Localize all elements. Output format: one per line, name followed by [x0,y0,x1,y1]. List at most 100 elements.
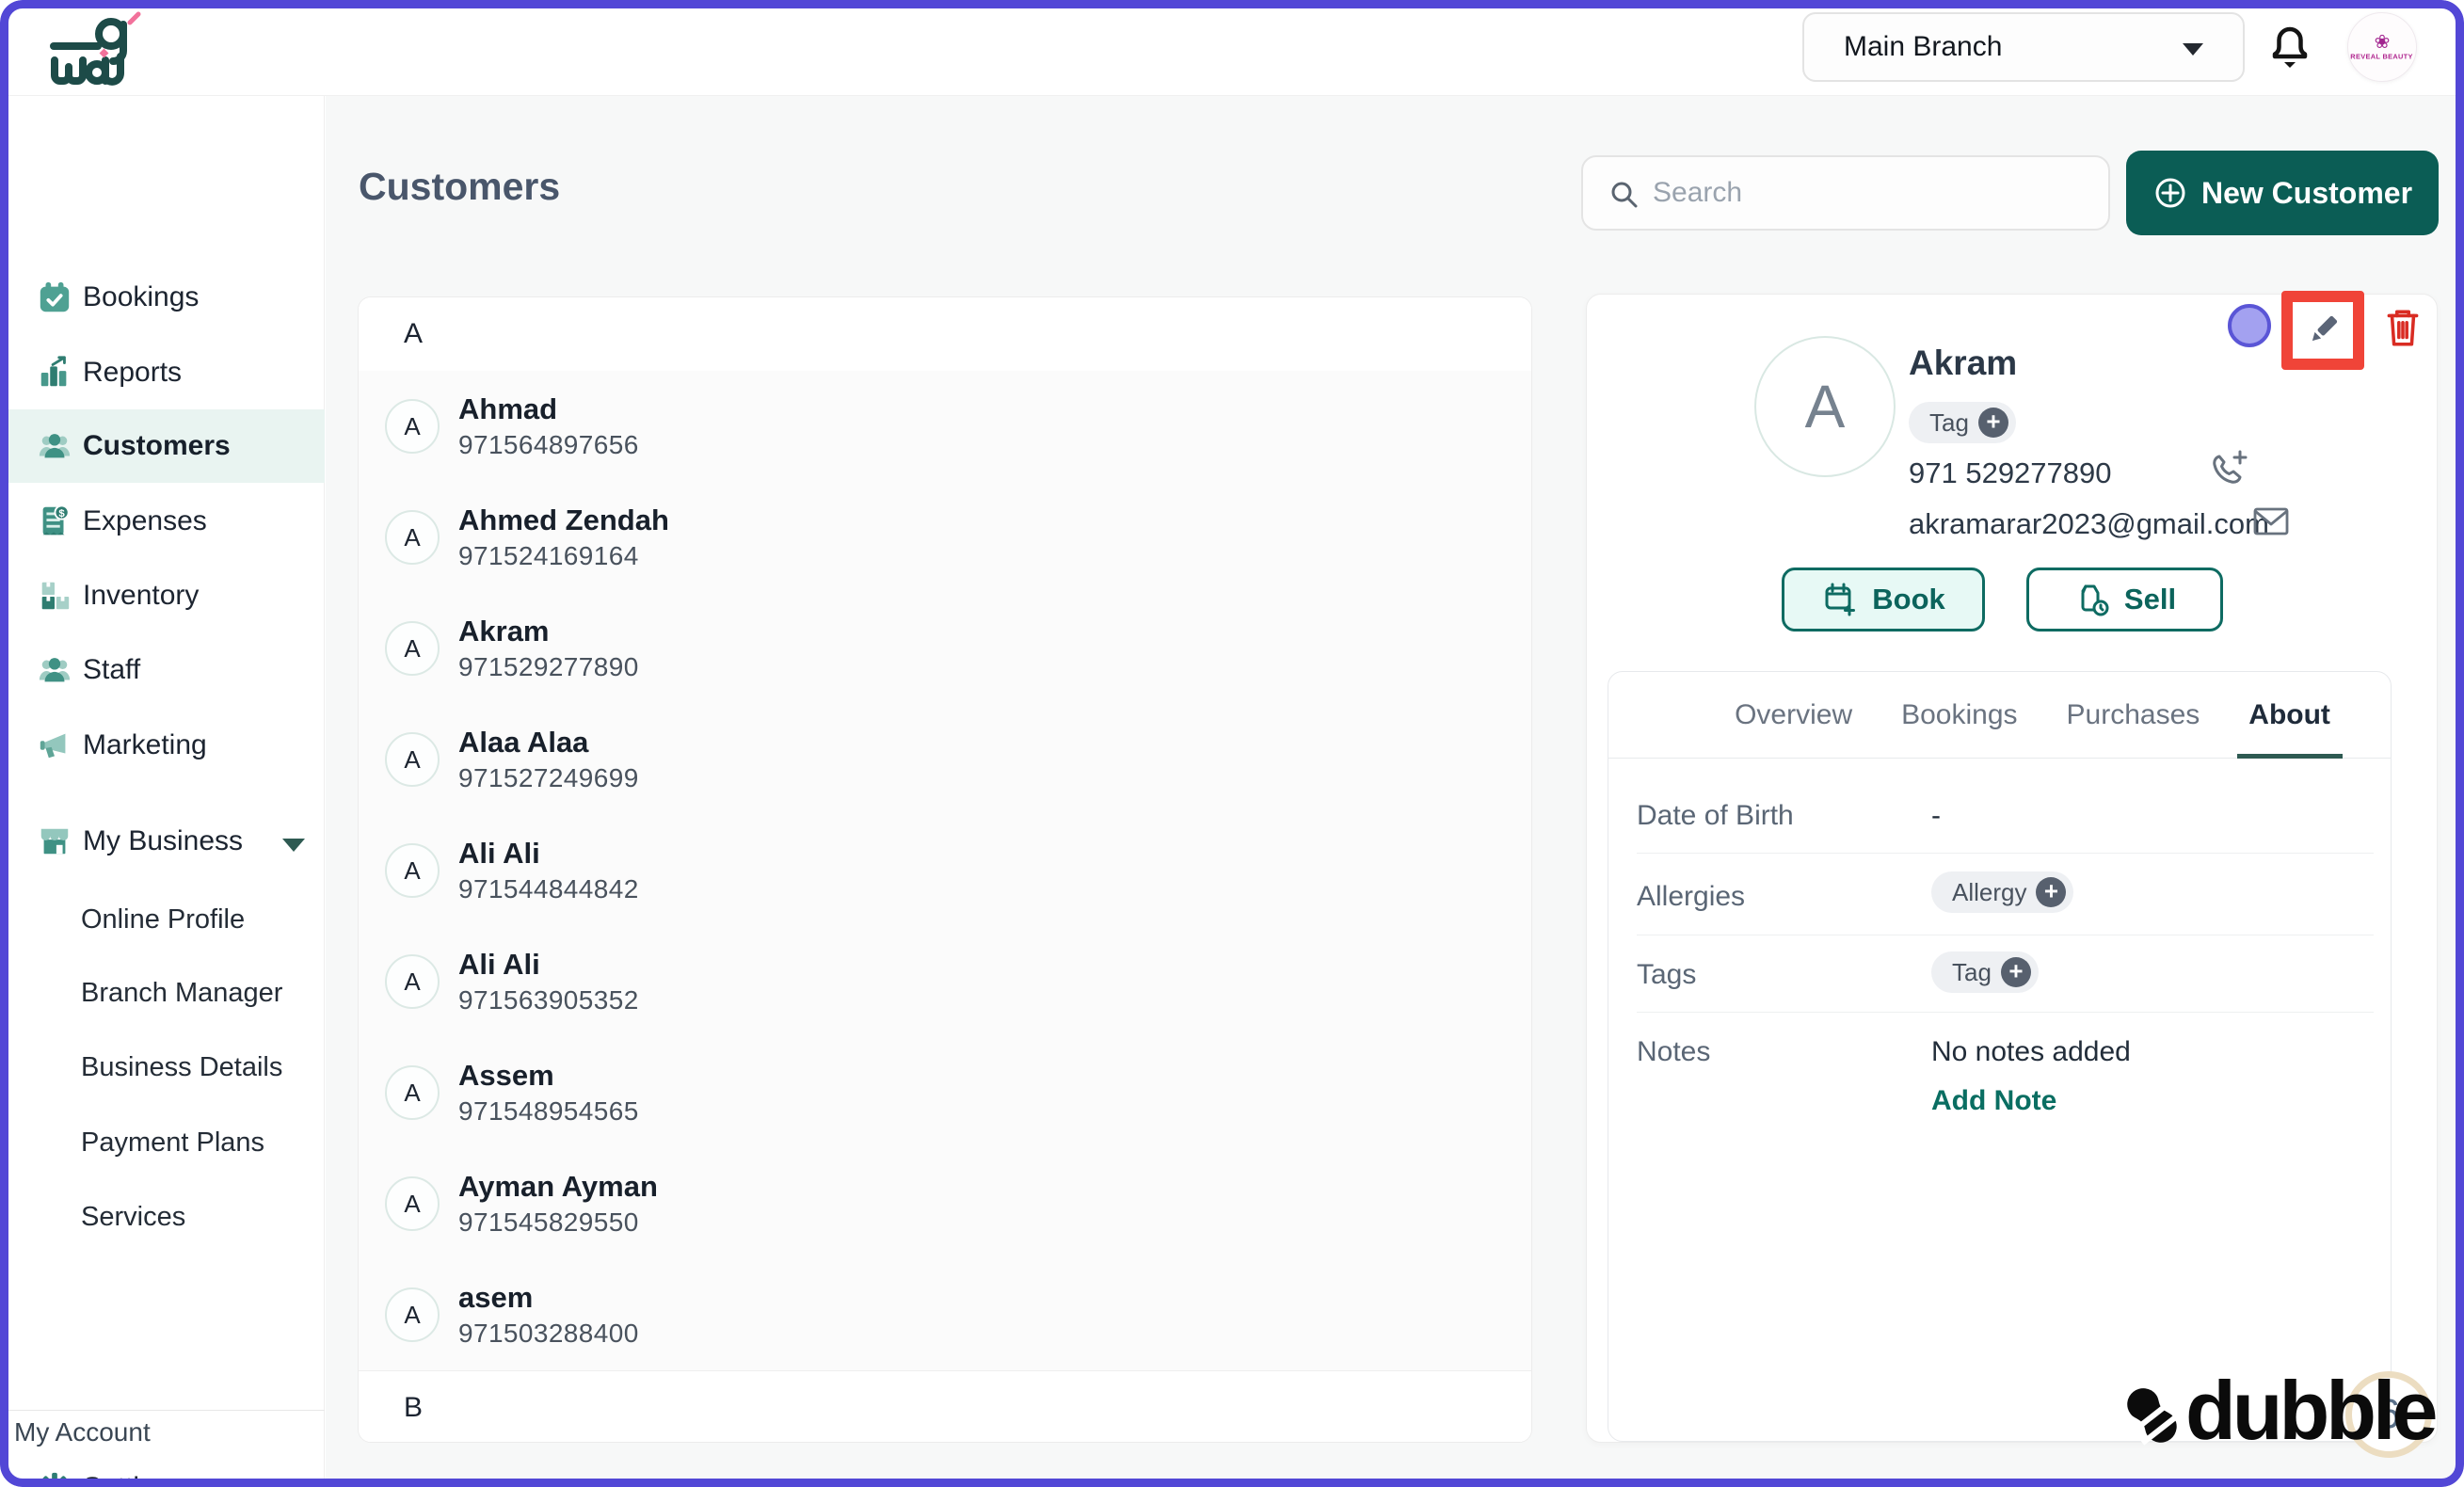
customer-name: Ali Ali [458,837,540,870]
sidebar-subitem-online-profile[interactable]: Online Profile [0,887,325,952]
avatar: A [385,843,440,898]
sidebar-item-label: Bookings [83,281,200,312]
recording-badge: 6 [2345,1371,2432,1458]
avatar-brand-text: REVEAL BEAUTY [2350,52,2414,61]
detail-tabs-card: Overview Bookings Purchases About Date o… [1608,671,2392,1442]
avatar: A [385,732,440,787]
add-tag-chip-row[interactable]: Tag [1931,951,2039,993]
subitem-label: Services [81,1201,186,1232]
customer-detail-panel: A Akram Tag 971 529277890 akramarar2023@… [1586,291,2438,1443]
avatar: A [385,1065,440,1120]
svg-text:$: $ [58,508,65,520]
sidebar-subitem-business-details[interactable]: Business Details [0,1034,325,1100]
tag-chip-label: Tag [1929,408,1969,437]
avatar: A [385,954,440,1009]
sidebar-subitem-services[interactable]: Services [0,1184,325,1250]
sidebar-item-customers[interactable]: Customers [0,409,325,483]
customer-search [1581,155,2110,231]
section-header-a: A [359,297,1531,371]
sidebar-item-reports[interactable]: Reports [0,336,325,409]
field-row-notes: Notes No notes added Add Note [1608,1014,2391,1136]
customer-phone: 971527249699 [458,763,639,792]
customer-row[interactable]: A Akram 971529277890 [359,593,1531,704]
add-allergy-chip[interactable]: Allergy [1931,871,2074,913]
sidebar-item-label: Staff [83,654,141,685]
sidebar-item-expenses[interactable]: $ Expenses [0,485,325,558]
avatar: A [385,399,440,454]
dob-value: - [1931,800,1941,831]
customer-row[interactable]: A Ali Ali 971563905352 [359,926,1531,1037]
sidebar-item-label: Marketing [83,729,207,760]
sidebar-subitem-payment-plans[interactable]: Payment Plans [0,1110,325,1175]
sidebar-subitem-branch-manager[interactable]: Branch Manager [0,960,325,1026]
customer-row[interactable]: A Ali Ali 971544844842 [359,815,1531,926]
customer-row[interactable]: A Ayman Ayman 971545829550 [359,1148,1531,1259]
sidebar-item-label: Expenses [83,505,207,536]
subitem-label: Business Details [81,1051,283,1082]
new-customer-button[interactable]: New Customer [2126,151,2439,235]
notes-label: Notes [1637,1036,1711,1067]
waj-logo-icon [50,11,141,86]
subitem-label: Payment Plans [81,1127,265,1158]
divider [1637,853,2374,854]
customer-name: Alaa Alaa [458,726,589,759]
sidebar-item-label: Customers [83,430,231,461]
sidebar-divider [0,1410,325,1411]
badge-count: 6 [2376,1391,2401,1437]
tab-overview[interactable]: Overview [1735,698,1853,730]
page-title: Customers [359,165,561,208]
notes-value: No notes added [1931,1036,2131,1067]
phone-add-icon[interactable] [2208,449,2249,490]
detail-customer-name: Akram [1909,344,2018,382]
book-button[interactable]: Book [1782,568,1985,632]
calendar-check-icon [36,279,73,316]
customer-row[interactable]: A asem 971503288400 [359,1259,1531,1370]
sidebar-item-my-business[interactable]: My Business [0,805,325,878]
customer-row[interactable]: A Ahmed Zendah 971524169164 [359,482,1531,593]
search-input[interactable] [1653,157,2095,229]
avatar-mandala-icon: ❀ [2374,32,2391,53]
detail-phone: 971 529277890 [1909,456,2112,489]
book-label: Book [1872,583,1945,616]
calendar-plus-icon [1825,583,1856,616]
field-row-tags: Tags Tag [1608,936,2391,1012]
trash-icon[interactable] [2383,306,2423,349]
sidebar-item-marketing[interactable]: Marketing [0,709,325,782]
tab-purchases[interactable]: Purchases [2066,698,2200,730]
customer-phone: 971503288400 [458,1319,639,1348]
edit-button-highlight[interactable] [2281,291,2364,370]
chevron-down-icon [282,839,305,852]
detail-avatar: A [1754,336,1896,477]
customer-name: Assem [458,1059,554,1092]
tab-about[interactable]: About [2248,672,2330,759]
customer-phone: 971529277890 [458,652,639,681]
user-avatar[interactable]: ❀ REVEAL BEAUTY [2347,12,2417,82]
customer-phone: 971548954565 [458,1096,639,1126]
status-circle[interactable] [2228,304,2271,347]
sidebar-item-label: Settings [83,1472,184,1487]
chevron-down-icon [2183,43,2203,56]
sidebar-item-bookings[interactable]: Bookings [0,261,325,334]
notifications-bell-icon[interactable] [2266,21,2313,73]
add-note-link[interactable]: Add Note [1931,1085,2057,1116]
divider [1637,1012,2374,1013]
branch-selector[interactable]: Main Branch [1802,12,2245,82]
sidebar-item-inventory[interactable]: Inventory [0,559,325,632]
customer-row[interactable]: A Alaa Alaa 971527249699 [359,704,1531,815]
customer-phone: 971563905352 [458,985,639,1015]
allergy-chip-label: Allergy [1952,877,2027,906]
sidebar-item-staff[interactable]: Staff [0,633,325,707]
tags-label: Tags [1637,959,1697,990]
add-tag-chip[interactable]: Tag [1909,402,2016,443]
sell-button[interactable]: Sell [2026,568,2223,632]
sidebar-item-settings[interactable]: Settings [0,1451,325,1487]
tab-bookings[interactable]: Bookings [1901,698,2018,730]
customer-row[interactable]: A Assem 971548954565 [359,1037,1531,1148]
sidebar-item-label: My Business [83,825,244,856]
detail-tabs: Overview Bookings Purchases About [1608,672,2391,759]
sidebar-item-label: Inventory [83,580,200,611]
new-customer-label: New Customer [2200,175,2413,210]
envelope-icon[interactable] [2251,504,2291,539]
plus-circle-icon [2155,178,2185,208]
customer-row[interactable]: A Ahmad 971564897656 [359,371,1531,482]
